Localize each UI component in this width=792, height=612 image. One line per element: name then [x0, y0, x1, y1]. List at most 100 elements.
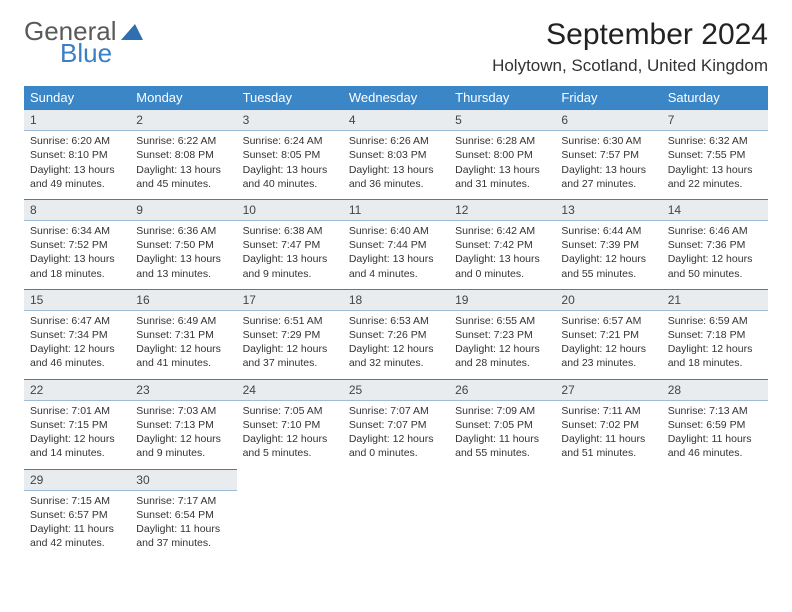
- day-number-row: 15161718192021: [24, 289, 768, 310]
- day-cell: Sunrise: 7:05 AMSunset: 7:10 PMDaylight:…: [237, 400, 343, 469]
- daylight-text: Daylight: 13 hours and 36 minutes.: [349, 163, 443, 191]
- empty-cell: [555, 490, 661, 558]
- day-cell: Sunrise: 6:46 AMSunset: 7:36 PMDaylight:…: [662, 221, 768, 290]
- sunset-text: Sunset: 7:21 PM: [561, 328, 655, 342]
- day-cell: Sunrise: 6:36 AMSunset: 7:50 PMDaylight:…: [130, 221, 236, 290]
- day-cell: Sunrise: 6:28 AMSunset: 8:00 PMDaylight:…: [449, 131, 555, 200]
- sunrise-text: Sunrise: 6:26 AM: [349, 134, 443, 148]
- day-cell: Sunrise: 6:32 AMSunset: 7:55 PMDaylight:…: [662, 131, 768, 200]
- day-cell: Sunrise: 7:17 AMSunset: 6:54 PMDaylight:…: [130, 490, 236, 558]
- day-number-row: 1234567: [24, 110, 768, 131]
- day-cell: Sunrise: 7:09 AMSunset: 7:05 PMDaylight:…: [449, 400, 555, 469]
- sunset-text: Sunset: 7:42 PM: [455, 238, 549, 252]
- page-header: General Blue September 2024 Holytown, Sc…: [24, 18, 768, 76]
- day-number: 19: [449, 289, 555, 310]
- sunset-text: Sunset: 8:05 PM: [243, 148, 337, 162]
- sunrise-text: Sunrise: 6:20 AM: [30, 134, 124, 148]
- sunset-text: Sunset: 8:10 PM: [30, 148, 124, 162]
- sunrise-text: Sunrise: 6:49 AM: [136, 314, 230, 328]
- daylight-text: Daylight: 12 hours and 32 minutes.: [349, 342, 443, 370]
- day-number: 21: [662, 289, 768, 310]
- daylight-text: Daylight: 13 hours and 45 minutes.: [136, 163, 230, 191]
- empty-cell: [343, 490, 449, 558]
- daylight-text: Daylight: 12 hours and 46 minutes.: [30, 342, 124, 370]
- sunrise-text: Sunrise: 6:22 AM: [136, 134, 230, 148]
- day-number: 6: [555, 110, 661, 131]
- day-number-row: 891011121314: [24, 199, 768, 220]
- sunset-text: Sunset: 8:03 PM: [349, 148, 443, 162]
- day-cell: Sunrise: 6:34 AMSunset: 7:52 PMDaylight:…: [24, 221, 130, 290]
- sunset-text: Sunset: 6:54 PM: [136, 508, 230, 522]
- day-number: 9: [130, 199, 236, 220]
- page-title: September 2024: [492, 18, 768, 52]
- calendar-table: SundayMondayTuesdayWednesdayThursdayFrid…: [24, 86, 768, 558]
- sunset-text: Sunset: 7:29 PM: [243, 328, 337, 342]
- sunrise-text: Sunrise: 6:42 AM: [455, 224, 549, 238]
- daylight-text: Daylight: 13 hours and 0 minutes.: [455, 252, 549, 280]
- sunset-text: Sunset: 8:08 PM: [136, 148, 230, 162]
- day-number: 17: [237, 289, 343, 310]
- daylight-text: Daylight: 12 hours and 37 minutes.: [243, 342, 337, 370]
- sunset-text: Sunset: 6:57 PM: [30, 508, 124, 522]
- day-number: 25: [343, 379, 449, 400]
- day-cell: Sunrise: 6:55 AMSunset: 7:23 PMDaylight:…: [449, 310, 555, 379]
- daylight-text: Daylight: 12 hours and 5 minutes.: [243, 432, 337, 460]
- sunset-text: Sunset: 7:52 PM: [30, 238, 124, 252]
- day-header: Friday: [555, 86, 661, 110]
- empty-cell: [449, 490, 555, 558]
- sunrise-text: Sunrise: 6:24 AM: [243, 134, 337, 148]
- sunrise-text: Sunrise: 7:07 AM: [349, 404, 443, 418]
- sunrise-text: Sunrise: 7:11 AM: [561, 404, 655, 418]
- sunset-text: Sunset: 7:50 PM: [136, 238, 230, 252]
- sunrise-text: Sunrise: 6:47 AM: [30, 314, 124, 328]
- day-number: 22: [24, 379, 130, 400]
- sunrise-text: Sunrise: 6:51 AM: [243, 314, 337, 328]
- sunrise-text: Sunrise: 7:01 AM: [30, 404, 124, 418]
- day-content-row: Sunrise: 6:20 AMSunset: 8:10 PM Daylight:…: [24, 131, 768, 200]
- day-number: 2: [130, 110, 236, 131]
- sunset-text: Sunset: 7:18 PM: [668, 328, 762, 342]
- sunset-text: Sunset: 7:23 PM: [455, 328, 549, 342]
- sunset-text: Sunset: 7:13 PM: [136, 418, 230, 432]
- sunrise-text: Sunrise: 6:40 AM: [349, 224, 443, 238]
- daylight-text: Daylight: 13 hours and 22 minutes.: [668, 163, 762, 191]
- sunrise-text: Sunrise: 6:28 AM: [455, 134, 549, 148]
- sunset-text: Sunset: 7:36 PM: [668, 238, 762, 252]
- daylight-text: Daylight: 11 hours and 51 minutes.: [561, 432, 655, 460]
- day-number: 7: [662, 110, 768, 131]
- day-cell: Sunrise: 7:01 AMSunset: 7:15 PMDaylight:…: [24, 400, 130, 469]
- empty-cell: [237, 469, 343, 490]
- sunrise-text: Sunrise: 6:57 AM: [561, 314, 655, 328]
- day-number: 29: [24, 469, 130, 490]
- sunset-text: Sunset: 7:02 PM: [561, 418, 655, 432]
- day-cell: Sunrise: 7:15 AMSunset: 6:57 PMDaylight:…: [24, 490, 130, 558]
- sunrise-text: Sunrise: 7:13 AM: [668, 404, 762, 418]
- sunset-text: Sunset: 7:47 PM: [243, 238, 337, 252]
- sunrise-text: Sunrise: 7:09 AM: [455, 404, 549, 418]
- sunset-text: Sunset: 7:31 PM: [136, 328, 230, 342]
- daylight-text: Daylight: 12 hours and 28 minutes.: [455, 342, 549, 370]
- day-header: Saturday: [662, 86, 768, 110]
- sunrise-text: Sunrise: 6:59 AM: [668, 314, 762, 328]
- sunrise-text: Sunrise: 6:34 AM: [30, 224, 124, 238]
- empty-cell: [662, 469, 768, 490]
- day-cell: Sunrise: 6:30 AMSunset: 7:57 PMDaylight:…: [555, 131, 661, 200]
- daylight-text: Daylight: 12 hours and 9 minutes.: [136, 432, 230, 460]
- day-number: 27: [555, 379, 661, 400]
- daylight-text: Daylight: 11 hours and 55 minutes.: [455, 432, 549, 460]
- sunset-text: Sunset: 7:10 PM: [243, 418, 337, 432]
- sunset-text: Sunset: 7:55 PM: [668, 148, 762, 162]
- sunrise-text: Sunrise: 6:46 AM: [668, 224, 762, 238]
- day-cell: Sunrise: 7:11 AMSunset: 7:02 PMDaylight:…: [555, 400, 661, 469]
- logo: General Blue: [24, 18, 143, 66]
- sunset-text: Sunset: 7:57 PM: [561, 148, 655, 162]
- day-number: 16: [130, 289, 236, 310]
- day-cell: Sunrise: 6:53 AMSunset: 7:26 PMDaylight:…: [343, 310, 449, 379]
- daylight-text: Daylight: 11 hours and 46 minutes.: [668, 432, 762, 460]
- sunset-text: Sunset: 7:15 PM: [30, 418, 124, 432]
- logo-text-blue: Blue: [60, 40, 143, 66]
- daylight-text: Daylight: 11 hours and 42 minutes.: [30, 522, 124, 550]
- day-header: Sunday: [24, 86, 130, 110]
- day-number-row: 22232425262728: [24, 379, 768, 400]
- day-number: 23: [130, 379, 236, 400]
